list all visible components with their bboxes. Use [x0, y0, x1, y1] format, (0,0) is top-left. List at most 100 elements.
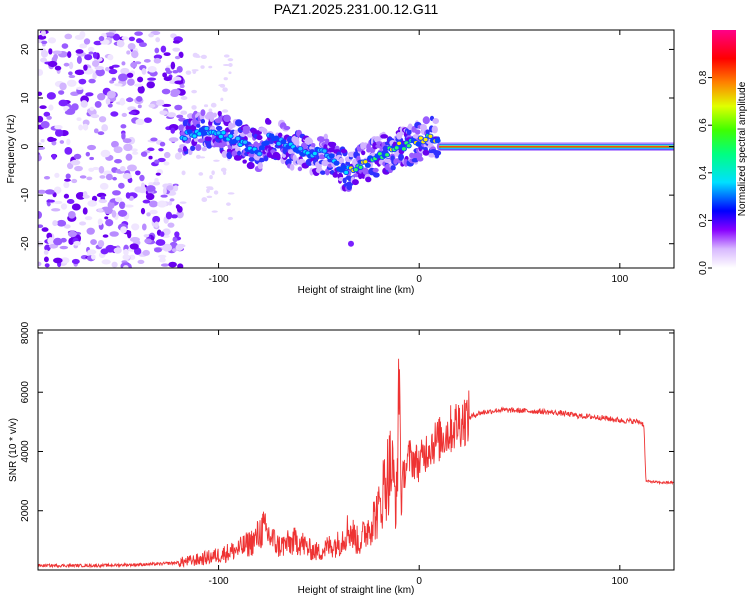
signal-halo: [361, 150, 366, 156]
colorbar: 0.0 0.2 0.4 0.6 0.8 Normalized spectral ampl…: [698, 30, 748, 275]
signal-halo: [324, 138, 330, 144]
noise-blob: [168, 137, 179, 142]
noise-blob: [161, 88, 171, 95]
signal-halo: [328, 141, 337, 148]
noise-blob: [175, 204, 181, 210]
noise-blob: [107, 54, 114, 61]
noise-blob: [126, 97, 134, 103]
noise-blob: [148, 103, 156, 108]
noise-blob: [84, 54, 93, 61]
spectrogram-y-label: Frequency (Hz): [6, 115, 17, 184]
signal-halo: [233, 129, 239, 135]
noise-blob: [97, 218, 103, 226]
noise-blob: [105, 32, 115, 37]
noise-blob: [121, 112, 127, 118]
signal-halo: [289, 163, 295, 171]
noise-blob: [153, 57, 161, 64]
noise-blob: [213, 159, 220, 162]
noise-blob: [163, 161, 170, 166]
noise-blob: [155, 239, 166, 246]
noise-blob: [170, 127, 176, 134]
noise-blob: [148, 33, 155, 38]
noise-blob: [211, 170, 215, 176]
noise-blob: [56, 219, 67, 227]
noise-blob: [109, 80, 115, 84]
noise-blob: [105, 98, 111, 105]
noise-blob: [172, 40, 181, 44]
snr-y-tick-label: 6000: [20, 381, 31, 404]
noise-blob: [105, 66, 110, 72]
signal-peak: [276, 141, 281, 146]
colorbar-ticks: 0.0 0.2 0.4 0.6 0.8: [698, 70, 712, 275]
noise-blob: [45, 189, 55, 195]
noise-blob: [119, 97, 126, 106]
noise-blob: [176, 210, 184, 219]
signal-halo: [338, 157, 345, 164]
noise-blob: [170, 33, 177, 39]
noise-blob: [40, 49, 49, 58]
snr-x-tick-label: 100: [611, 576, 628, 587]
noise-blob: [85, 92, 94, 97]
spectrogram-y-tick-label: 10: [20, 92, 31, 104]
signal-halo: [263, 155, 269, 162]
noise-blob: [191, 89, 197, 94]
noise-blob: [98, 199, 108, 204]
noise-blob: [148, 155, 153, 160]
signal-peak: [385, 153, 390, 157]
snr-y-ticks: 2000 4000 6000 8000: [20, 321, 674, 522]
signal-halo: [242, 127, 250, 135]
signal-halo: [276, 154, 281, 161]
noise-blob: [114, 83, 123, 87]
noise-blob: [150, 137, 158, 142]
signal-peak: [394, 146, 399, 150]
snr-y-tick-label: 4000: [20, 440, 31, 463]
noise-blob: [108, 68, 118, 75]
noise-blob: [63, 181, 70, 189]
signal-peak: [312, 151, 317, 156]
noise-blob: [87, 46, 95, 52]
noise-blob: [125, 192, 131, 199]
signal-halo: [235, 119, 243, 127]
noise-blob: [120, 124, 127, 129]
noise-blob: [64, 146, 73, 155]
noise-blob: [93, 40, 103, 46]
noise-blob: [167, 201, 173, 206]
noise-blob: [66, 138, 71, 146]
noise-blob: [171, 248, 177, 252]
signal-peak: [228, 134, 233, 138]
noise-blob: [120, 226, 127, 234]
signal-halo: [351, 179, 359, 186]
noise-blob: [83, 38, 91, 45]
signal-halo: [425, 129, 430, 134]
noise-blob: [168, 261, 177, 268]
noise-blob: [88, 78, 96, 84]
snr-y-tick-label: 8000: [20, 321, 31, 344]
noise-blob: [68, 74, 76, 79]
noise-blob: [165, 211, 173, 220]
noise-blob: [82, 207, 88, 215]
noise-blob: [160, 194, 168, 198]
noise-blob: [129, 254, 136, 260]
noise-blob: [87, 200, 98, 207]
noise-blob: [222, 170, 227, 176]
noise-blob: [223, 77, 228, 81]
noise-blob: [97, 131, 105, 136]
signal-halo: [342, 177, 347, 184]
noise-blob: [146, 212, 151, 217]
signal-halo: [433, 150, 442, 156]
signal-halo: [390, 165, 396, 171]
signal-halo: [237, 150, 242, 156]
noise-blob: [146, 81, 155, 89]
noise-blob: [66, 79, 77, 87]
signal-halo: [373, 136, 381, 143]
noise-blob: [101, 259, 111, 265]
noise-blob: [82, 191, 88, 198]
signal-halo: [182, 145, 188, 152]
noise-blob: [102, 234, 109, 238]
noise-blob: [140, 207, 146, 215]
noise-blob: [116, 39, 125, 48]
signal-halo: [262, 128, 268, 135]
signal-halo: [283, 125, 291, 130]
signal-core: [340, 164, 347, 171]
